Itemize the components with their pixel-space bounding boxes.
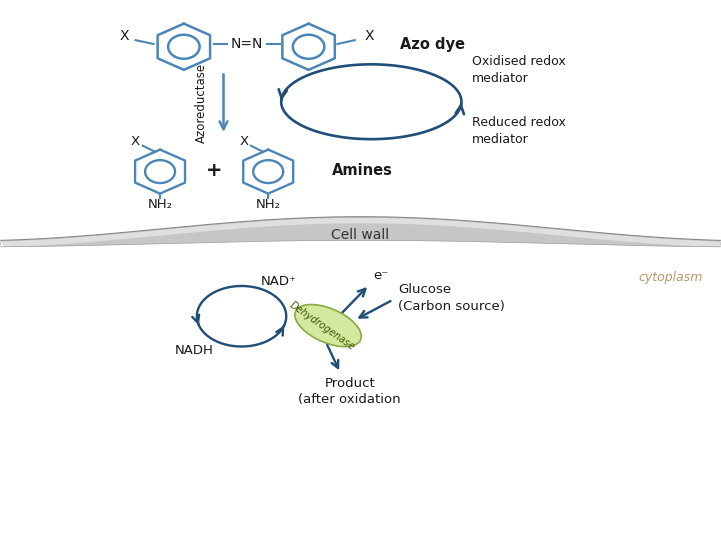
PathPatch shape xyxy=(1,217,720,247)
Text: Oxidised redox
mediator: Oxidised redox mediator xyxy=(472,56,566,85)
Text: NH₂: NH₂ xyxy=(256,198,280,211)
Text: NADH: NADH xyxy=(174,344,213,358)
Text: +: + xyxy=(206,161,222,180)
Text: Azo dye: Azo dye xyxy=(400,36,465,52)
Text: NAD⁺: NAD⁺ xyxy=(261,275,297,288)
Text: X: X xyxy=(239,135,248,149)
Text: Cell wall: Cell wall xyxy=(332,228,389,243)
Text: Product
(after oxidation: Product (after oxidation xyxy=(298,377,401,406)
PathPatch shape xyxy=(1,218,720,247)
Text: e⁻: e⁻ xyxy=(373,269,389,282)
Text: Azoreductase: Azoreductase xyxy=(195,63,208,144)
Text: X: X xyxy=(131,135,140,149)
Text: Amines: Amines xyxy=(332,163,392,178)
Ellipse shape xyxy=(295,305,361,346)
Text: Glucose
(Carbon source): Glucose (Carbon source) xyxy=(398,283,505,313)
Text: X: X xyxy=(364,29,374,43)
Text: Dehydrogenase: Dehydrogenase xyxy=(288,299,357,352)
Text: Reduced redox
mediator: Reduced redox mediator xyxy=(472,116,566,146)
Text: NH₂: NH₂ xyxy=(148,198,172,211)
Text: N=N: N=N xyxy=(231,37,262,51)
Text: cytoplasm: cytoplasm xyxy=(639,271,703,284)
Text: X: X xyxy=(119,29,129,43)
